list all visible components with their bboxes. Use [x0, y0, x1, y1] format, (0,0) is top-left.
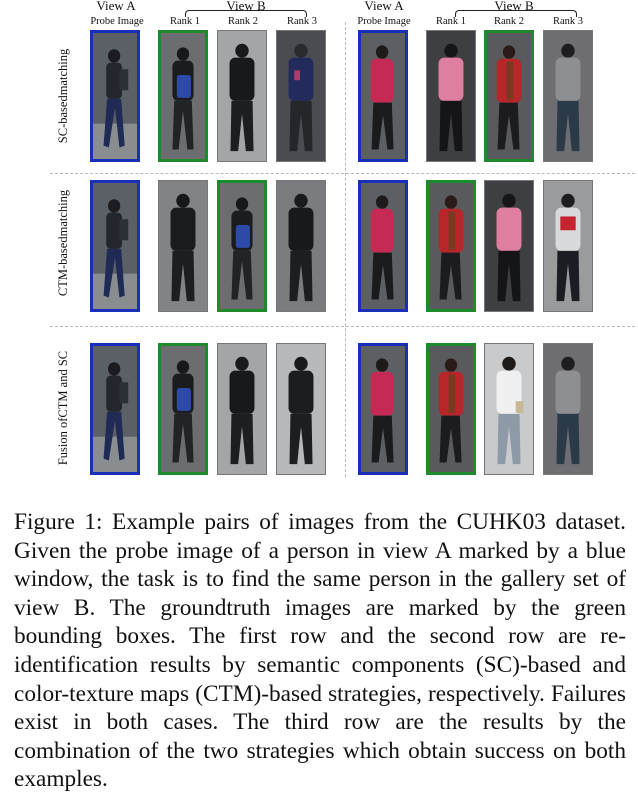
rank-label: Rank 3 [286, 16, 318, 27]
probe-image [358, 180, 408, 312]
gallery-image-groundtruth [426, 180, 476, 312]
group-separator [345, 22, 346, 477]
view-a-header: View A [364, 0, 404, 13]
row-separator [50, 173, 635, 174]
row-label-line: SC-based [55, 95, 70, 144]
gallery-image [276, 180, 326, 312]
figure: View A Probe Image View B Rank 1 Rank 2 … [45, 0, 635, 478]
probe-image [90, 343, 140, 475]
gallery-image [217, 30, 267, 162]
gallery-image [158, 180, 208, 312]
row-label-line: matching [55, 48, 70, 96]
gallery-image [484, 180, 534, 312]
probe-image [358, 30, 408, 162]
row-label-line: CTM and SC [55, 350, 70, 418]
gallery-image [543, 180, 593, 312]
row-label-line: CTM-based [55, 236, 70, 297]
view-b-header: View B [226, 0, 266, 13]
probe-image-label: Probe Image [90, 16, 144, 27]
gallery-image [484, 343, 534, 475]
gallery-image [276, 343, 326, 475]
gallery-image-groundtruth [158, 343, 208, 475]
figure-caption: Figure 1: Example pairs of images from t… [14, 509, 626, 793]
view-b-brace [185, 10, 307, 17]
row-label-sc: SC-based matching [45, 26, 81, 166]
row-label-line: matching [55, 189, 70, 237]
gallery-image-groundtruth [158, 30, 208, 162]
row-label-line: Fusion of [55, 417, 70, 466]
probe-image [358, 343, 408, 475]
gallery-image-groundtruth [217, 180, 267, 312]
row-separator [50, 326, 635, 327]
gallery-image [426, 30, 476, 162]
gallery-image [543, 343, 593, 475]
rank-label: Rank 1 [435, 16, 467, 27]
gallery-image [276, 30, 326, 162]
rank-label: Rank 1 [169, 16, 201, 27]
rank-label: Rank 2 [227, 16, 259, 27]
probe-image [90, 30, 140, 162]
rank-label: Rank 2 [493, 16, 525, 27]
probe-image [90, 180, 140, 312]
view-b-header: View B [494, 0, 534, 13]
gallery-image-groundtruth [426, 343, 476, 475]
gallery-image [217, 343, 267, 475]
view-a-header: View A [96, 0, 136, 13]
row-label-ctm: CTM-based matching [45, 173, 81, 313]
rank-label: Rank 3 [552, 16, 584, 27]
row-label-fusion: Fusion of CTM and SC [45, 338, 81, 478]
gallery-image [543, 30, 593, 162]
view-b-brace [455, 10, 577, 17]
gallery-image-groundtruth [484, 30, 534, 162]
probe-image-label: Probe Image [357, 16, 411, 27]
